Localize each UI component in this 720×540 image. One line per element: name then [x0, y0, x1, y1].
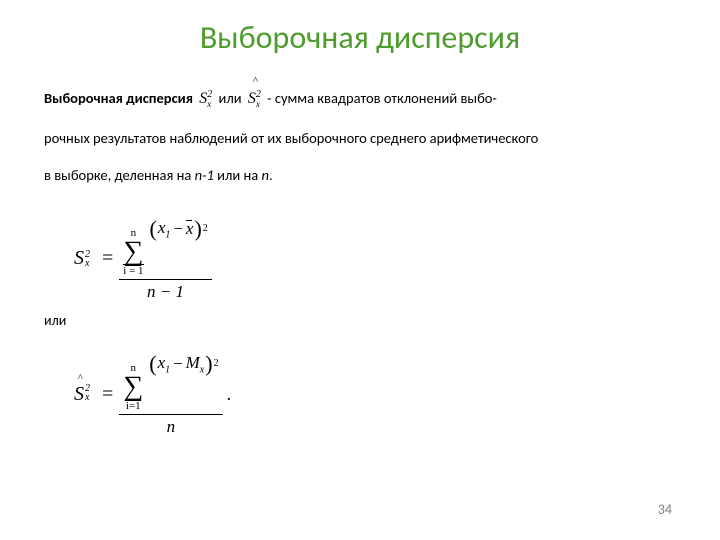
- formula1-lhs-base: S: [74, 247, 84, 270]
- symbol-sup: 2: [256, 90, 261, 99]
- symbol-s2x-1: S2x: [199, 79, 212, 120]
- formula2-denominator: n: [163, 417, 180, 437]
- slide: Выборочная дисперсия Выборочная дисперси…: [0, 0, 720, 540]
- formula2-summand: ( x1 − Mx )2: [149, 351, 218, 377]
- definition-line3-post: .: [269, 166, 273, 184]
- symbol-base: S: [248, 90, 256, 107]
- formula-2: S2x = n ∑ i=1 ( x1 − Mx )2: [74, 351, 676, 437]
- formula2-lhs-base: S: [74, 383, 84, 405]
- term-x: x: [158, 353, 166, 372]
- definition-line3-pre: в выборке, деленная на: [44, 166, 195, 184]
- sum-lower: i = 1: [123, 264, 143, 277]
- term-x-sub: 1: [165, 364, 170, 375]
- definition-n: n: [261, 166, 268, 184]
- definition-line3-mid: или на: [214, 166, 262, 184]
- term-M-sub: x: [200, 364, 204, 375]
- slide-title: Выборочная дисперсия: [44, 18, 676, 57]
- formula2-lhs: S2x: [74, 383, 90, 406]
- symbol-s2x-2-hat: S2x: [248, 79, 261, 120]
- equals-sign: =: [102, 247, 113, 270]
- formula1-summand: ( x1 − x )2: [150, 216, 208, 242]
- minus-sign: −: [171, 219, 184, 239]
- symbol-sub: x: [256, 100, 261, 109]
- definition-between: или: [219, 89, 242, 107]
- term-M: M: [186, 353, 200, 372]
- formula1-denominator: n − 1: [143, 282, 188, 302]
- sum-lower: i=1: [126, 399, 141, 412]
- term-xbar: x: [185, 219, 195, 239]
- power-2: 2: [214, 358, 219, 369]
- symbol-sub: x: [207, 100, 212, 109]
- formula1-lhs: S2x: [74, 247, 90, 270]
- equals-sign: =: [102, 383, 113, 406]
- formula1-fraction: n ∑ i = 1 ( x1 − x )2 n − 1: [119, 216, 212, 302]
- definition-line2: рочных результатов наблюдений от их выбо…: [44, 129, 538, 147]
- summation-icon: n ∑ i=1: [123, 363, 143, 412]
- definition-lead: Выборочная дисперсия: [44, 89, 193, 107]
- formula2-lhs-sub: x: [85, 393, 90, 402]
- definition-tail1: - сумма квадратов отклонений выбо-: [267, 89, 497, 107]
- formula2-fraction: n ∑ i=1 ( x1 − Mx )2 n: [119, 351, 222, 437]
- definition-paragraph: Выборочная дисперсия S2x или S2x - сумма…: [44, 79, 676, 194]
- trailing-period: .: [227, 384, 232, 405]
- formula-1: S2x = n ∑ i = 1 ( x1 − x )2: [74, 216, 676, 302]
- or-label: или: [44, 312, 676, 329]
- summation-icon: n ∑ i = 1: [123, 228, 143, 277]
- power-2: 2: [203, 223, 208, 234]
- formula1-lhs-sub: x: [85, 259, 90, 268]
- minus-sign: −: [171, 354, 184, 374]
- term-x-sub: 1: [165, 229, 170, 240]
- symbol-sup: 2: [207, 90, 212, 99]
- definition-n-minus-1: n-1: [195, 166, 214, 184]
- page-number: 34: [658, 501, 672, 518]
